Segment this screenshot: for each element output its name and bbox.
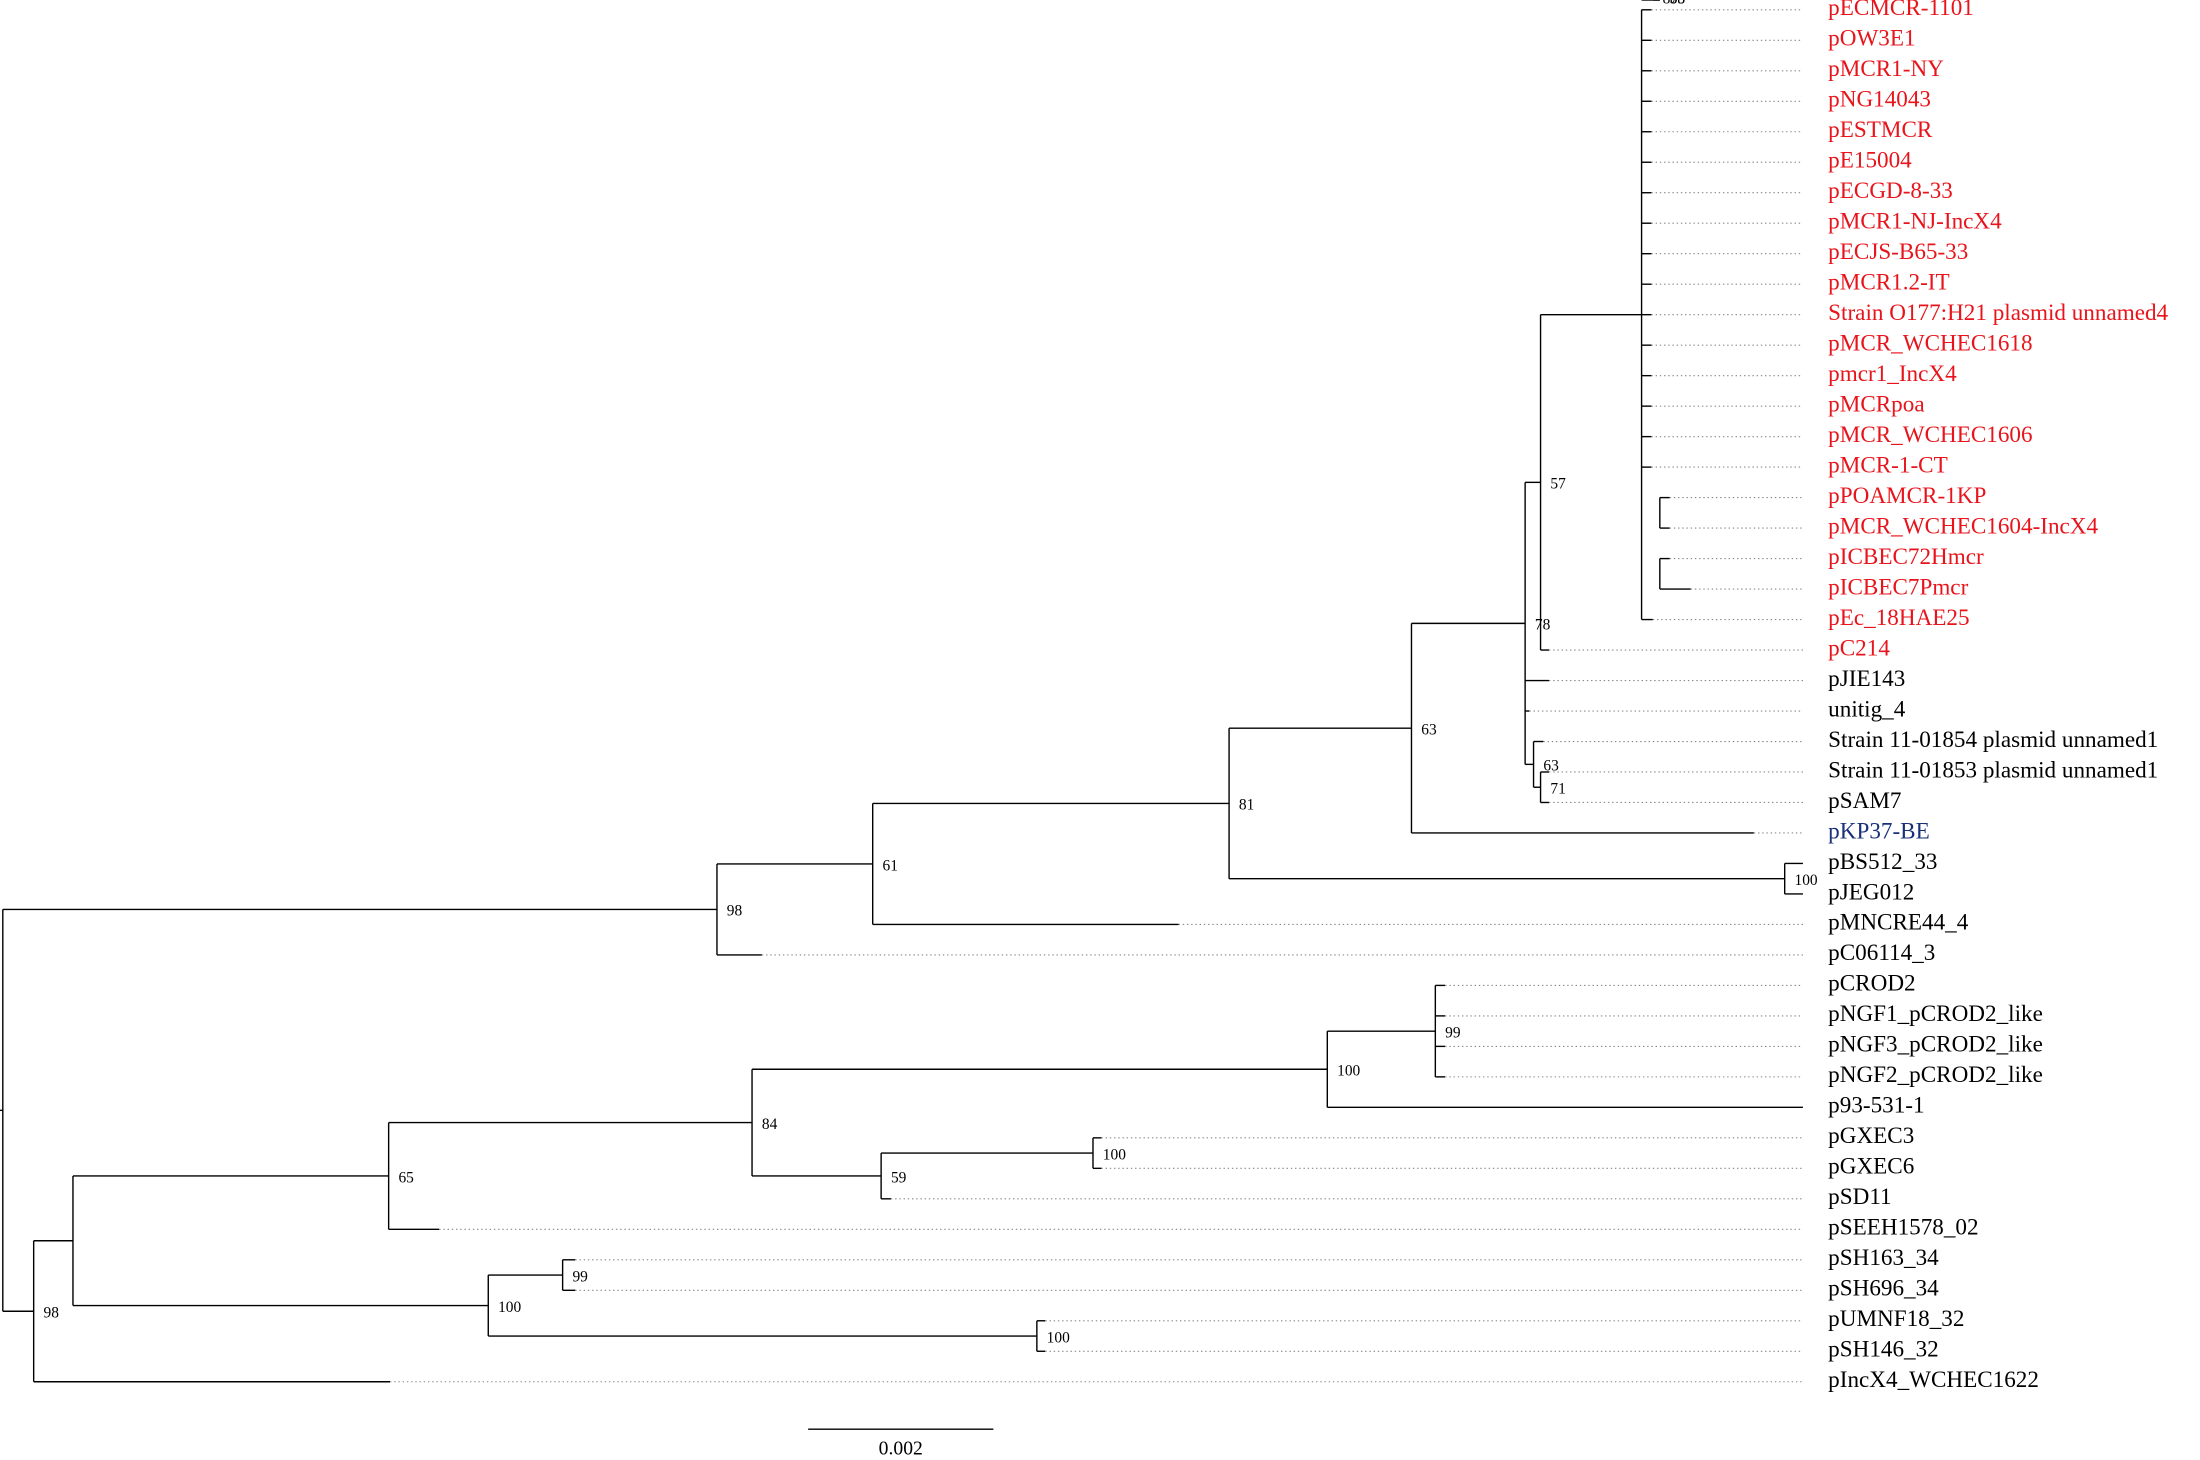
leaf-label: pSH146_32	[1828, 1337, 1939, 1363]
leaf-label: pMCR_WCHEC1604-IncX4	[1828, 513, 2098, 539]
leaf-label: pICBEC7Pmcr	[1828, 574, 1968, 600]
leaf-label: pMCRpoa	[1828, 391, 1924, 417]
leaf-label: pNGF3_pCROD2_like	[1828, 1032, 2043, 1058]
leaf-label: pMNCRE44_4	[1828, 910, 1969, 936]
bootstrap-value: 63	[1421, 722, 1437, 739]
leaf-label: pECGD-8-33	[1828, 178, 1953, 204]
bootstrap-value: 100	[1047, 1329, 1070, 1346]
leaf-label: pKP37-BE	[1828, 818, 1930, 844]
leaf-label: pOW3E1	[1828, 26, 1915, 52]
bootstrap-value: 99	[1445, 1024, 1461, 1041]
bootstrap-value: 59	[891, 1169, 907, 1186]
leaf-label: pICBEC72Hmcr	[1828, 544, 1984, 570]
leaf-label: pSH163_34	[1828, 1245, 1939, 1271]
leaf-label: pSD11	[1828, 1184, 1891, 1210]
leaf-label: pMCR1.2-IT	[1828, 270, 1949, 296]
leaf-label: pECJS-B65-33	[1828, 239, 1968, 265]
leaf-label: pMCR1-NJ-IncX4	[1828, 209, 2002, 235]
bootstrap-value: 78	[1535, 617, 1551, 634]
leaf-label: Strain O177:H21 plasmid unnamed4	[1828, 300, 2168, 326]
leaf-label: pMCR_WCHEC1618	[1828, 330, 2032, 356]
leaf-label: pMCR_WCHEC1606	[1828, 422, 2032, 448]
leaf-label: pSAM7	[1828, 788, 1901, 814]
bootstrap-value: 84	[762, 1116, 778, 1133]
bootstrap-value: 98	[727, 903, 743, 920]
leaf-label: pNGF1_pCROD2_like	[1828, 1001, 2043, 1027]
leaf-label: pJEG012	[1828, 879, 1914, 905]
scale-bar-label: 0.002	[879, 1439, 923, 1460]
bootstrap-value: 100	[1337, 1063, 1360, 1080]
leaf-label: Strain 11-01854 plasmid unnamed1	[1828, 727, 2158, 753]
leaf-label: pJIE143	[1828, 666, 1905, 692]
leaf-label: pESTMCR	[1828, 117, 1933, 143]
leaf-label: pCROD2	[1828, 971, 1915, 997]
leaf-label: pGXEC3	[1828, 1123, 1914, 1149]
bootstrap-value: 99	[572, 1268, 588, 1285]
bootstrap-value: 100	[1103, 1146, 1126, 1163]
leaf-label: p93-531-1	[1828, 1093, 1924, 1119]
leaf-label: pC214	[1828, 635, 1890, 661]
leaf-label: pUMNF18_32	[1828, 1306, 1964, 1332]
bootstrap-value: 65	[398, 1169, 414, 1186]
bootstrap-value: 100	[498, 1299, 521, 1316]
bootstrap-value: 87	[1663, 0, 1679, 8]
bootstrap-value: 81	[1239, 797, 1254, 814]
bootstrap-value: 98	[43, 1305, 59, 1322]
bootstrap-value: 71	[1550, 781, 1565, 798]
leaf-label: unitig_4	[1828, 696, 1906, 722]
leaf-label: pSH696_34	[1828, 1276, 1939, 1302]
leaf-label: pMCR-1-CT	[1828, 452, 1948, 478]
bootstrap-value: 68	[1670, 0, 1686, 8]
leaf-label: pGXEC6	[1828, 1154, 1914, 1180]
leaf-label: pMCR1-NY	[1828, 56, 1944, 82]
leaf-label: Strain 11-01853 plasmid unnamed1	[1828, 757, 2158, 783]
bootstrap-value: 61	[883, 857, 898, 874]
leaf-label: pmcr1_IncX4	[1828, 361, 1957, 387]
leaf-label: pNG14043	[1828, 87, 1931, 113]
bootstrap-value: 57	[1550, 476, 1566, 493]
leaf-label: pE15004	[1828, 148, 1912, 174]
bootstrap-value: 55	[1670, 0, 1686, 8]
leaf-label: pBS512_33	[1828, 849, 1937, 875]
leaf-label: pECMCR-1101	[1828, 0, 1974, 21]
leaf-label: pC06114_3	[1828, 940, 1935, 966]
bootstrap-value: 63	[1543, 758, 1559, 775]
leaf-label: pEc_18HAE25	[1828, 605, 1969, 631]
leaf-label: pPOAMCR-1KP	[1828, 483, 1986, 509]
bootstrap-value: 100	[1795, 872, 1818, 889]
leaf-label: pIncX4_WCHEC1622	[1828, 1367, 2039, 1393]
leaf-label: pSEEH1578_02	[1828, 1215, 1978, 1241]
leaf-label: pNGF2_pCROD2_like	[1828, 1062, 2043, 1088]
